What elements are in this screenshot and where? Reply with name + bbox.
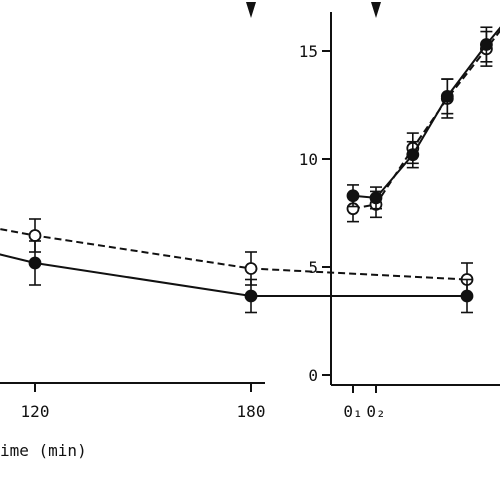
y-tick-label: 10 <box>299 150 318 169</box>
x-tick-label: 120 <box>21 402 50 421</box>
left-chart-panel: 120 180 ime (min) <box>0 2 474 460</box>
left-series-2-point <box>28 256 42 270</box>
right-series-2-point <box>406 148 420 162</box>
right-series-2-line <box>352 26 500 199</box>
left-series-1-point <box>244 262 258 275</box>
event-arrow-marker <box>371 2 381 18</box>
left-series-1-point <box>28 229 42 242</box>
right-series-2-point <box>440 89 454 103</box>
event-arrow-marker <box>246 2 256 18</box>
right-series-2-point <box>346 189 360 203</box>
x-tick-label: 0₁ <box>343 402 362 421</box>
right-chart-panel: 0 5 10 15 0₁ 0₂ <box>299 2 500 421</box>
y-tick-label: 15 <box>299 42 318 61</box>
x-tick-label: 0₂ <box>366 402 385 421</box>
y-tick-label: 5 <box>308 258 318 277</box>
y-tick-label: 0 <box>308 366 318 385</box>
left-series-2-point <box>244 289 258 303</box>
left-series-2-line <box>0 253 467 297</box>
x-axis-label: ime (min) <box>0 441 87 460</box>
left-series-2-point <box>460 289 474 303</box>
x-tick-label: 180 <box>237 402 266 421</box>
right-series-2-point <box>369 191 383 205</box>
left-series-1-line <box>0 228 468 281</box>
right-series-1-line <box>352 29 500 210</box>
right-series-2-point <box>479 38 493 51</box>
